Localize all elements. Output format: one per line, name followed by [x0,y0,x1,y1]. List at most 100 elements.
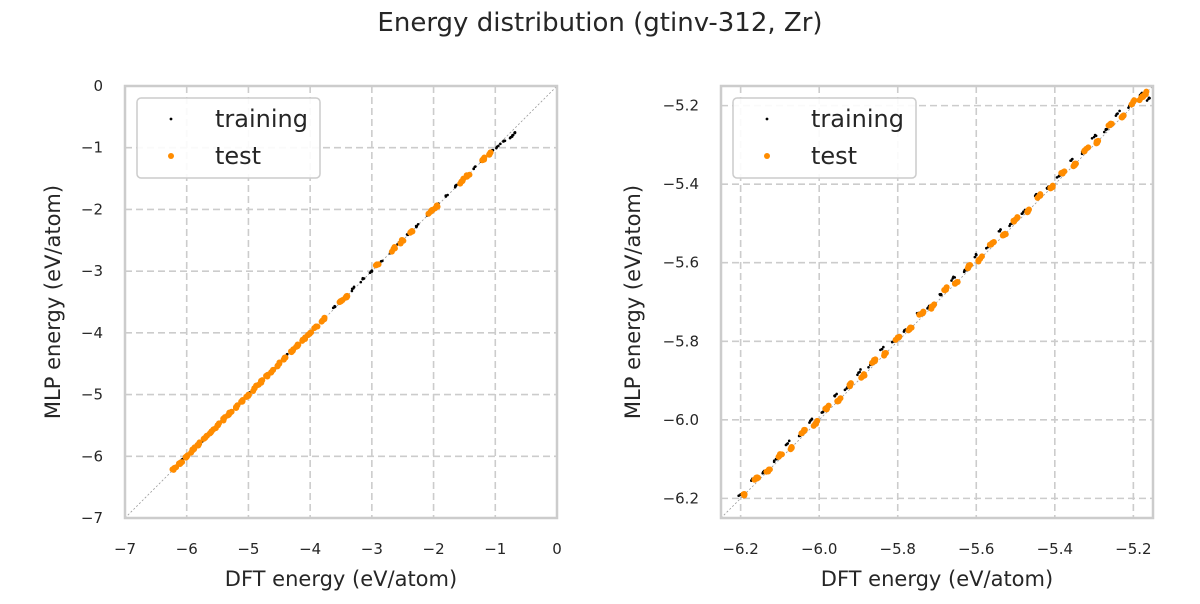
point-test [834,398,841,405]
point-test [1047,184,1054,191]
y-tick-label: −2 [81,200,103,218]
point-training [508,136,512,140]
y-tick-label: −5.6 [663,254,699,272]
y-axis-label: MLP energy (eV/atom) [41,185,65,419]
point-training [472,167,475,171]
point-test [1011,218,1018,225]
point-test [270,366,277,373]
x-tick-label: −5.4 [1037,540,1073,558]
point-training [503,139,507,143]
y-tick-label: −1 [81,139,103,157]
y-tick-label: −4 [81,324,103,342]
point-test [179,459,186,466]
point-training [808,421,811,424]
x-tick-label: −6.0 [801,540,837,558]
point-test [740,491,747,498]
point-training [867,365,870,369]
point-training [350,289,354,293]
point-training [882,345,885,349]
series-test [169,149,494,473]
point-test [814,417,821,424]
series-test [740,88,1150,499]
point-test [182,454,189,461]
point-test [847,380,854,387]
point-training [333,305,337,308]
point-training [810,417,814,421]
point-test [1128,101,1135,108]
point-training [880,347,884,351]
point-test [986,241,993,248]
point-training [985,246,988,250]
point-test [1081,148,1088,155]
x-tick-label: −5.2 [1115,540,1151,558]
y-tick-label: 0 [93,77,103,95]
point-training [787,439,791,443]
legend-label-training: training [811,105,904,133]
point-test [763,468,770,475]
x-axis-label: DFT energy (eV/atom) [821,567,1053,591]
point-test [305,331,312,338]
point-test [463,173,470,180]
point-training [414,224,418,228]
point-training [973,255,977,259]
point-test [282,354,289,361]
point-training [858,370,861,374]
point-training [352,285,356,289]
point-test [895,334,902,341]
point-training [350,287,354,291]
point-test [391,243,398,250]
point-training [1148,96,1151,100]
point-training [1090,136,1094,140]
legend-marker-test [764,153,770,159]
y-tick-label: −3 [81,262,103,280]
point-training [1069,159,1073,162]
legend-label-training: training [215,105,308,133]
point-test [344,293,351,300]
x-tick-label: 0 [552,540,562,558]
point-training [843,388,847,392]
point-test [798,430,805,437]
point-training [953,276,957,279]
point-training [772,459,776,462]
point-test [321,315,328,322]
point-training [444,194,448,198]
point-training [513,131,516,134]
point-training [833,394,836,398]
y-tick-label: −5.8 [663,332,699,350]
point-test [480,156,487,163]
x-tick-label: −6 [176,540,198,558]
x-axis-label: DFT energy (eV/atom) [225,567,457,591]
legend-box [136,97,321,179]
point-test [823,404,830,411]
point-training [1104,128,1108,132]
x-tick-label: −5.6 [958,540,994,558]
chart-panel-2: −6.2 −6.0 −5.8 −5.6 −5.4 −5.2 −6.2 −6.0 −5.8 −5.6… [621,84,1155,591]
point-test [258,379,265,386]
y-axis-label: MLP energy (eV/atom) [621,185,645,419]
point-training [1127,106,1130,109]
point-training [1094,134,1098,138]
y-tick-label: −6.2 [663,489,699,507]
point-training [856,373,859,377]
axes-frame [123,84,559,520]
point-training [1008,224,1011,228]
point-test [965,262,972,269]
point-test [250,388,257,395]
y-tick-label: −5 [81,386,103,404]
point-training [890,340,894,344]
point-test [1095,137,1102,144]
point-training [962,270,966,274]
point-test [861,372,868,379]
point-training [835,392,838,396]
x-tick-label: −6.2 [722,540,758,558]
point-test [953,279,960,286]
point-training [511,133,515,137]
point-test [206,430,213,437]
point-training [1055,176,1059,179]
point-training [368,271,372,275]
point-test [294,343,301,350]
point-training [997,229,1001,233]
point-test [314,323,321,330]
